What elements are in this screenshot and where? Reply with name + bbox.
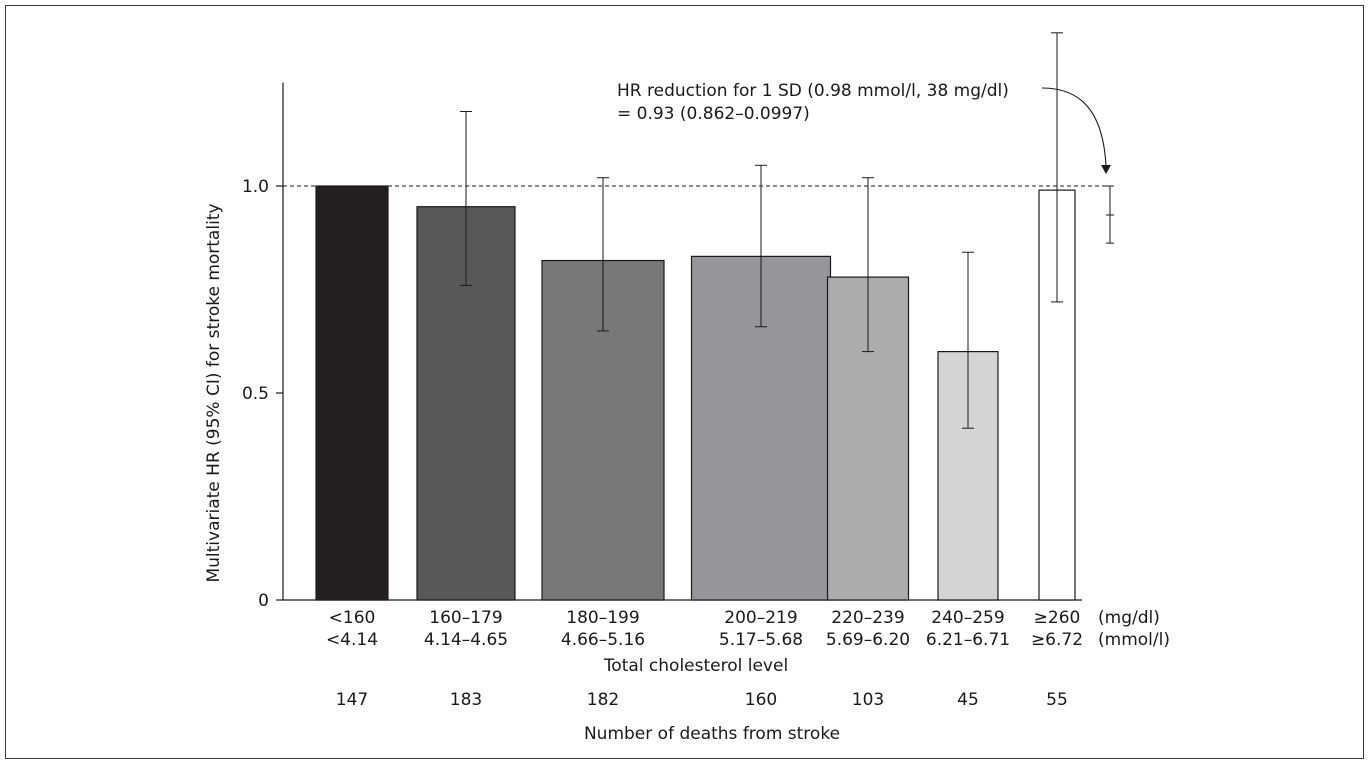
sd-annotation-line2: = 0.93 (0.862–0.0997) bbox=[617, 104, 810, 124]
annotation-arrow-curve bbox=[1041, 87, 1107, 167]
x-tick-label-mmol: 5.17–5.68 bbox=[719, 630, 803, 650]
bar bbox=[315, 185, 389, 601]
error-bars bbox=[460, 32, 1063, 429]
x-tick-label-mmol: ≥6.72 bbox=[1031, 630, 1083, 650]
x-tick-label-mmol: 6.21–6.71 bbox=[926, 630, 1010, 650]
sd-annotation-marks bbox=[1041, 87, 1114, 244]
annotation-arrowhead bbox=[1101, 165, 1111, 174]
death-count: 183 bbox=[450, 690, 482, 710]
x-tick-label-mgdl: 200–219 bbox=[724, 608, 797, 628]
death-count: 55 bbox=[1046, 690, 1068, 710]
unit-label-mmol: (mmol/l) bbox=[1098, 630, 1170, 650]
x-tick-label-mgdl: <160 bbox=[329, 608, 376, 628]
sd-annotation-line1: HR reduction for 1 SD (0.98 mmol/l, 38 m… bbox=[617, 81, 1009, 101]
deaths-axis-label: Number of deaths from stroke bbox=[584, 724, 840, 744]
bars bbox=[315, 185, 1076, 601]
x-tick-label-mmol: 5.69–6.20 bbox=[826, 630, 910, 650]
x-tick-label-mmol: 4.14–4.65 bbox=[424, 630, 508, 650]
unit-label-mgdl: (mg/dl) bbox=[1098, 608, 1160, 628]
death-count: 182 bbox=[587, 690, 619, 710]
death-count: 103 bbox=[852, 690, 884, 710]
death-count: 160 bbox=[745, 690, 777, 710]
x-tick-label-mgdl: 180–199 bbox=[566, 608, 639, 628]
x-tick-label-mgdl: 220–239 bbox=[831, 608, 904, 628]
death-count: 147 bbox=[336, 690, 368, 710]
x-tick-label-mmol: <4.14 bbox=[326, 630, 378, 650]
y-tick-label: 1.0 bbox=[242, 177, 269, 197]
x-tick-label-mmol: 4.66–5.16 bbox=[561, 630, 645, 650]
y-axis-label: Multivariate HR (95% CI) for stroke mort… bbox=[204, 203, 224, 582]
x-tick-label-mgdl: 240–259 bbox=[931, 608, 1004, 628]
figure-frame bbox=[5, 5, 1364, 759]
x-axis-label: Total cholesterol level bbox=[603, 656, 788, 676]
y-tick-label: 0 bbox=[258, 591, 269, 611]
x-tick-label-mgdl: 160–179 bbox=[429, 608, 502, 628]
x-tick-label-mgdl: ≥260 bbox=[1034, 608, 1081, 628]
death-count: 45 bbox=[957, 690, 979, 710]
y-tick-label: 0.5 bbox=[242, 384, 269, 404]
